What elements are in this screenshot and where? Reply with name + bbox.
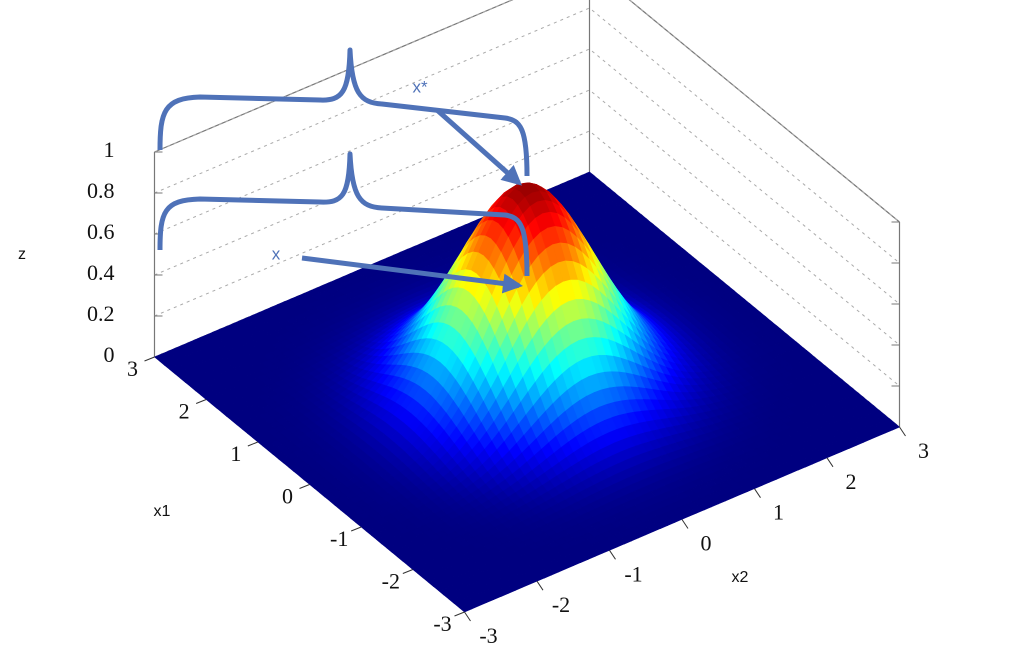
x1-tick-label: -1: [330, 526, 348, 551]
x1-tick: [195, 399, 207, 404]
x2-tick: [464, 611, 471, 622]
wall-edge: [154, 0, 514, 153]
x1-tick-label: 3: [127, 356, 138, 381]
z-axis-label: z: [18, 246, 26, 263]
annotation-arrow: [435, 108, 522, 186]
z-tick-label: 0.2: [87, 301, 115, 326]
surface-patch: [458, 604, 473, 613]
z-tick-label: 1: [104, 137, 115, 162]
x1-tick-label: 0: [282, 484, 293, 509]
annotations: x* x: [157, 47, 530, 294]
annotation-label: x: [272, 244, 281, 263]
x2-tick: [681, 519, 689, 529]
z-tick-label: 0.8: [87, 178, 115, 203]
axes: 0 0.2 0.4 0.6 0.8 1 -3 -2 -1 0 1 2 3 -3 -2 -1 0 1 2 3 z x1 x2: [18, 137, 929, 648]
x2-tick-label: -1: [624, 561, 642, 586]
x1-tick: [350, 526, 362, 532]
x2-tick: [899, 426, 906, 437]
x1-tick-label: 1: [230, 441, 241, 466]
x2-tick-label: 3: [918, 438, 929, 463]
x2-tick-label: 1: [773, 500, 784, 525]
z-tick-label: 0.4: [87, 260, 115, 285]
bracket: [157, 151, 530, 277]
x2-tick: [826, 457, 834, 468]
x2-tick-label: 0: [701, 531, 712, 556]
x1-tick: [247, 441, 259, 447]
x2-tick: [754, 488, 761, 498]
z-tick-label: 0: [104, 342, 115, 367]
x1-tick-label: -3: [433, 611, 451, 636]
x1-tick: [299, 484, 310, 489]
x2-tick: [536, 580, 544, 591]
x1-tick: [144, 356, 155, 362]
x1-axis-label: x1: [154, 503, 171, 520]
surface: [153, 171, 901, 613]
x2-tick-label: 2: [846, 469, 857, 494]
bracket: [157, 47, 530, 177]
x1-tick: [402, 569, 414, 574]
annotation-label: x*: [412, 77, 428, 96]
x2-tick-label: -2: [552, 592, 570, 617]
annotation-arrow: [301, 255, 523, 294]
z-tick-label: 0.6: [87, 219, 115, 244]
x1-tick-label: -2: [382, 569, 400, 594]
x2-tick: [609, 550, 616, 560]
x2-axis-label: x2: [732, 569, 749, 586]
x2-tick-label: -3: [479, 623, 497, 648]
x1-tick-label: 2: [179, 399, 190, 424]
wall-edge: [628, 0, 900, 223]
x1-tick: [454, 611, 465, 617]
